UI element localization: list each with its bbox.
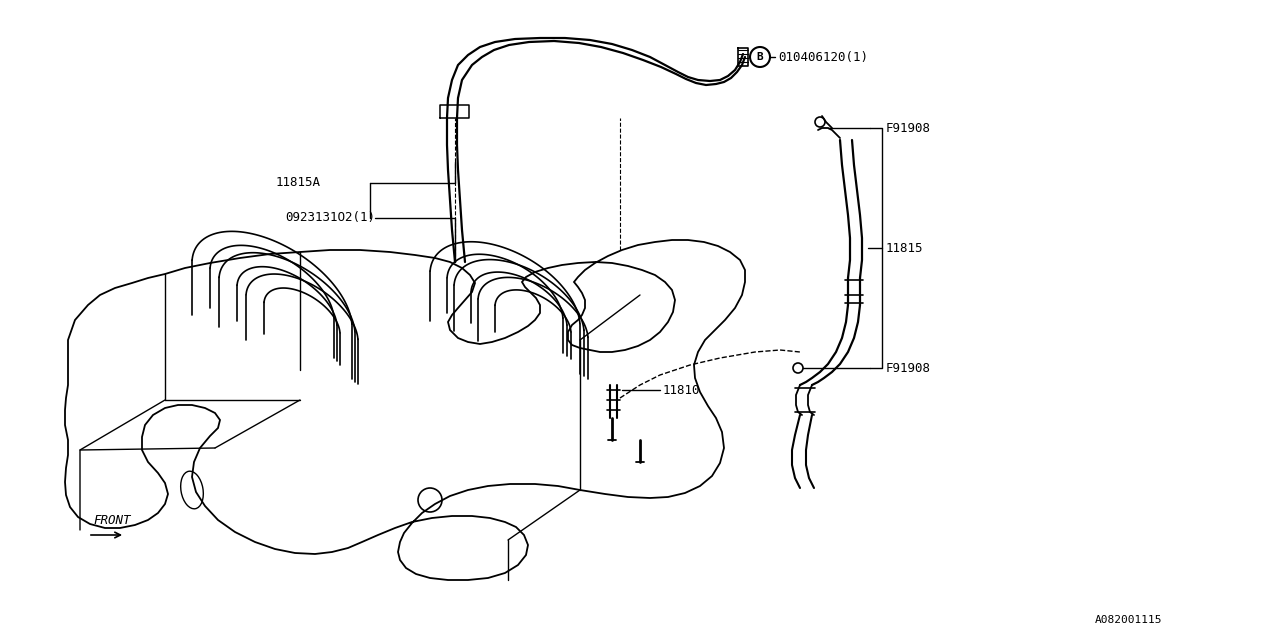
Text: 11815A: 11815A bbox=[276, 177, 321, 189]
Text: F91908: F91908 bbox=[886, 122, 931, 134]
Text: 11815: 11815 bbox=[886, 241, 923, 255]
Text: FRONT: FRONT bbox=[93, 513, 131, 527]
Text: A082001115: A082001115 bbox=[1094, 615, 1162, 625]
Text: 010406120(1): 010406120(1) bbox=[778, 51, 868, 63]
Text: B: B bbox=[756, 52, 763, 62]
Text: F91908: F91908 bbox=[886, 362, 931, 374]
Text: 11810: 11810 bbox=[663, 383, 700, 397]
Text: 0923131O2(1): 0923131O2(1) bbox=[285, 211, 375, 225]
